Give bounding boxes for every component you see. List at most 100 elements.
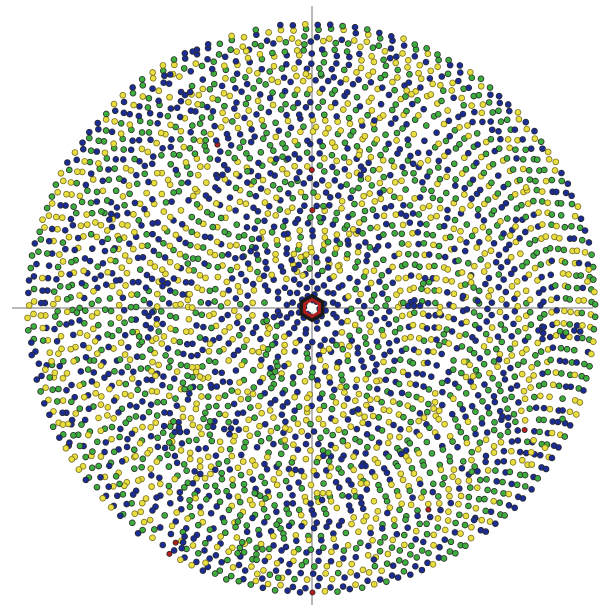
blue-lattice-dot	[69, 331, 77, 339]
yellow-lattice-dot	[196, 424, 203, 431]
yellow-lattice-dot	[221, 328, 228, 335]
yellow-lattice-dot	[167, 325, 174, 332]
blue-lattice-dot	[393, 337, 401, 344]
blue-lattice-dot	[147, 471, 155, 479]
blue-lattice-dot	[310, 511, 317, 518]
green-lattice-dot	[489, 160, 497, 168]
green-lattice-dot	[236, 544, 244, 552]
green-lattice-dot	[39, 337, 47, 344]
yellow-lattice-dot	[143, 210, 151, 218]
blue-lattice-dot	[277, 263, 285, 270]
yellow-lattice-dot	[164, 176, 172, 184]
blue-lattice-dot	[237, 270, 245, 278]
blue-lattice-dot	[567, 383, 575, 391]
yellow-lattice-dot	[95, 160, 102, 167]
blue-lattice-dot	[473, 159, 480, 167]
yellow-lattice-dot	[506, 232, 514, 239]
yellow-lattice-dot	[521, 395, 529, 403]
yellow-lattice-dot	[444, 107, 451, 114]
yellow-lattice-dot	[427, 91, 435, 98]
yellow-lattice-dot	[146, 516, 154, 524]
blue-lattice-dot	[101, 247, 109, 255]
blue-lattice-dot	[313, 202, 321, 210]
green-lattice-dot	[475, 372, 483, 379]
blue-lattice-dot	[334, 301, 342, 309]
yellow-lattice-dot	[115, 379, 123, 387]
green-lattice-dot	[210, 58, 218, 66]
blue-lattice-dot	[254, 208, 262, 215]
green-lattice-dot	[269, 49, 276, 57]
yellow-lattice-dot	[415, 348, 422, 356]
green-lattice-dot	[265, 434, 273, 442]
blue-lattice-dot	[148, 275, 156, 283]
blue-lattice-dot	[38, 372, 45, 380]
yellow-lattice-dot	[140, 518, 148, 526]
blue-lattice-dot	[516, 235, 523, 242]
green-lattice-dot	[440, 330, 448, 338]
yellow-lattice-dot	[220, 90, 228, 97]
yellow-lattice-dot	[59, 397, 67, 404]
yellow-lattice-dot	[301, 21, 309, 28]
green-lattice-dot	[68, 398, 75, 406]
green-lattice-dot	[282, 100, 289, 108]
green-lattice-dot	[240, 548, 248, 556]
yellow-lattice-dot	[381, 48, 389, 55]
yellow-lattice-dot	[518, 370, 526, 378]
yellow-lattice-dot	[177, 301, 184, 308]
blue-lattice-dot	[468, 195, 475, 203]
blue-lattice-dot	[187, 107, 195, 114]
yellow-lattice-dot	[458, 170, 466, 177]
green-lattice-dot	[526, 176, 534, 183]
blue-lattice-dot	[315, 557, 322, 565]
blue-lattice-dot	[33, 260, 40, 268]
green-lattice-dot	[468, 448, 476, 456]
blue-lattice-dot	[328, 337, 336, 344]
blue-lattice-dot	[199, 567, 207, 574]
yellow-lattice-dot	[219, 290, 227, 298]
green-lattice-dot	[295, 545, 302, 553]
green-lattice-dot	[229, 118, 236, 125]
blue-lattice-dot	[40, 400, 48, 407]
green-lattice-dot	[525, 167, 533, 174]
yellow-lattice-dot	[363, 401, 370, 409]
yellow-lattice-dot	[542, 233, 550, 240]
green-lattice-dot	[180, 484, 188, 491]
green-lattice-dot	[559, 415, 566, 423]
green-lattice-dot	[119, 491, 127, 498]
blue-lattice-dot	[372, 317, 380, 324]
yellow-lattice-dot	[299, 77, 307, 85]
blue-lattice-dot	[270, 40, 277, 47]
yellow-lattice-dot	[507, 253, 515, 261]
lattice-dots	[24, 21, 599, 596]
blue-lattice-dot	[161, 409, 168, 416]
blue-lattice-dot	[495, 92, 503, 100]
yellow-lattice-dot	[430, 542, 437, 549]
blue-lattice-dot	[488, 311, 495, 319]
blue-lattice-dot	[143, 376, 151, 383]
blue-lattice-dot	[347, 507, 355, 514]
yellow-lattice-dot	[445, 340, 453, 347]
green-lattice-dot	[449, 366, 457, 373]
blue-lattice-dot	[440, 222, 448, 230]
yellow-lattice-dot	[56, 251, 63, 258]
yellow-lattice-dot	[534, 277, 541, 284]
green-lattice-dot	[127, 303, 135, 311]
yellow-lattice-dot	[119, 91, 127, 99]
blue-lattice-dot	[312, 181, 320, 188]
blue-lattice-dot	[371, 117, 378, 124]
yellow-lattice-dot	[115, 301, 123, 309]
yellow-lattice-dot	[355, 151, 363, 159]
yellow-lattice-dot	[367, 396, 374, 403]
blue-lattice-dot	[298, 522, 305, 530]
green-lattice-dot	[207, 114, 215, 121]
yellow-lattice-dot	[147, 465, 155, 472]
yellow-lattice-dot	[179, 405, 186, 413]
blue-lattice-dot	[492, 258, 500, 266]
blue-lattice-dot	[488, 299, 496, 306]
yellow-lattice-dot	[193, 231, 201, 239]
blue-lattice-dot	[416, 302, 424, 310]
green-lattice-dot	[198, 62, 206, 70]
blue-lattice-dot	[167, 530, 175, 538]
yellow-lattice-dot	[216, 438, 224, 446]
yellow-lattice-dot	[186, 455, 194, 463]
